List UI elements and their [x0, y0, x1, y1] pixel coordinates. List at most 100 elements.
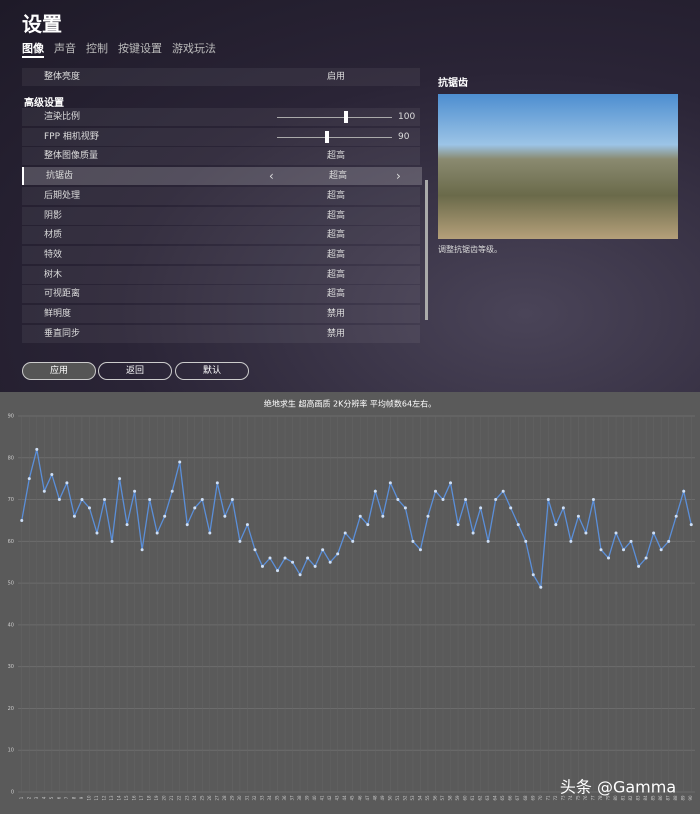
point [87, 506, 91, 510]
point [388, 481, 392, 485]
setting-value: 超高 [327, 289, 346, 300]
slider-track [277, 117, 392, 118]
preview-image [438, 94, 678, 239]
x-tick-label: 19 [154, 795, 159, 801]
preview-title: 抗锯齿 [438, 78, 468, 89]
x-tick-label: 48 [372, 795, 377, 801]
button[interactable]: 默认 [175, 362, 249, 380]
x-tick-label: 12 [102, 795, 107, 801]
point [148, 498, 152, 502]
setting-row[interactable]: 垂直同步 禁用 [22, 324, 420, 343]
point [689, 523, 693, 527]
point [80, 498, 84, 502]
slider-handle [325, 130, 329, 143]
chart: 绝地求生 超高画质 2K分辨率 平均帧数64左右。 0 10 20 30 40 50 60 7… [0, 392, 700, 814]
point [682, 489, 686, 493]
x-tick-label: 49 [380, 795, 385, 801]
setting-row[interactable]: 鲜明度 禁用 [22, 305, 420, 323]
point [629, 539, 633, 543]
point [110, 539, 114, 543]
setting-row[interactable]: 可视距离 超高 [22, 285, 420, 304]
x-tick-label: 60 [463, 795, 468, 801]
x-tick-label: 89 [681, 795, 686, 801]
x-tick-label: 5 [49, 796, 54, 799]
point [569, 539, 573, 543]
setting-row[interactable]: FPP 相机视野 90 [22, 127, 420, 146]
x-tick-label: 9 [79, 796, 84, 799]
point [178, 460, 182, 464]
x-tick-label: 45 [350, 795, 355, 801]
y-tick-label: 0 [11, 790, 14, 796]
point [441, 498, 445, 502]
setting-value: 100 [398, 112, 416, 122]
tab[interactable]: 图像 [22, 40, 44, 58]
tab[interactable]: 控制 [86, 42, 108, 55]
point [133, 489, 137, 493]
button[interactable]: 返回 [98, 362, 172, 380]
setting-row[interactable]: 整体图像质量 超高 [22, 147, 420, 166]
settings-screen: 设置 图像 声音 控制 按键设置 游戏玩法 整体亮度 启用 高级设置 渲染比例 100 FPP 相… [0, 0, 700, 392]
x-tick-label: 30 [237, 795, 242, 801]
point [65, 481, 69, 485]
x-tick-label: 75 [575, 795, 580, 801]
point [260, 564, 264, 568]
x-tick-label: 29 [229, 795, 234, 801]
x-tick-label: 90 [688, 795, 693, 801]
point [200, 498, 204, 502]
x-tick-label: 16 [132, 795, 137, 801]
point [659, 548, 663, 552]
setting-row[interactable]: 树木 超高 [22, 265, 420, 284]
setting-value: 超高 [329, 171, 348, 182]
x-tick-label: 87 [666, 795, 671, 801]
setting-label: 整体图像质量 [44, 151, 99, 162]
setting-row[interactable]: 抗锯齿 超高 ‹ › [22, 167, 422, 186]
point [95, 531, 99, 535]
x-tick-label: 52 [402, 795, 407, 801]
x-tick-label: 62 [478, 795, 483, 801]
setting-value: 超高 [327, 190, 346, 201]
setting-row[interactable]: 渲染比例 100 [22, 108, 420, 126]
point [584, 531, 588, 535]
x-tick-label: 85 [651, 795, 656, 801]
x-tick-label: 83 [636, 795, 641, 801]
chart-title: 绝地求生 超高画质 2K分辨率 平均帧数64左右。 [264, 399, 436, 409]
x-tick-label: 50 [387, 795, 392, 801]
tab[interactable]: 游戏玩法 [172, 42, 216, 55]
point [321, 548, 325, 552]
point [554, 523, 558, 527]
setting-row[interactable]: 材质 超高 [22, 226, 420, 245]
y-tick-label: 30 [8, 664, 14, 670]
point [42, 489, 46, 493]
title: 设置 [22, 12, 62, 36]
x-tick-label: 18 [147, 795, 152, 801]
point [396, 498, 400, 502]
setting-label: 树木 [44, 269, 63, 280]
x-tick-label: 74 [568, 795, 573, 801]
y-tick-label: 10 [8, 748, 14, 754]
point [486, 539, 490, 543]
point [298, 573, 302, 577]
setting-row[interactable]: 后期处理 超高 [22, 186, 420, 205]
setting-row[interactable]: 特效 超高 [22, 245, 420, 264]
point [637, 564, 641, 568]
point [531, 573, 535, 577]
setting-row[interactable]: 阴影 超高 [22, 206, 420, 225]
point [561, 506, 565, 510]
x-tick-label: 2 [26, 796, 31, 799]
scrollbar [425, 180, 428, 320]
x-tick-label: 10 [86, 795, 91, 801]
x-tick-label: 3 [34, 796, 39, 799]
slider-handle [344, 111, 348, 123]
x-tick-label: 20 [162, 795, 167, 801]
y-tick-label: 70 [8, 497, 14, 503]
button[interactable]: 应用 [22, 362, 96, 380]
y-tick-label: 50 [8, 581, 14, 587]
x-tick-label: 64 [493, 795, 498, 801]
x-tick-label: 42 [327, 795, 332, 801]
point [276, 569, 280, 573]
tab[interactable]: 声音 [54, 42, 76, 55]
x-tick-label: 1 [19, 796, 24, 799]
setting-label: FPP 相机视野 [44, 131, 99, 142]
tab[interactable]: 按键设置 [118, 42, 162, 55]
